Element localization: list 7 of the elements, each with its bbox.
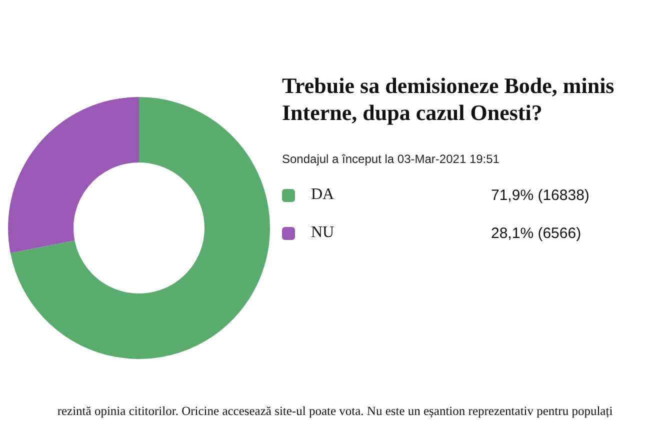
text: Sondajul a început la 03-Mar-2021 19:51 <box>282 152 500 166</box>
legend-label: DA <box>311 186 336 204</box>
legend-label: NU <box>311 224 336 242</box>
text: rezintă opinia cititorilor. Oricine accesează site-ul poate vota. Nu este un eșantion reprezentativ pentru populați <box>56 404 614 419</box>
data-label: 28,1% (6566) <box>491 224 582 242</box>
data-label: 71,9% (16838) <box>491 186 590 204</box>
chart-title: Trebuie sa demisioneze Bode, minis Interne, dupa cazul Onesti? <box>282 72 616 126</box>
